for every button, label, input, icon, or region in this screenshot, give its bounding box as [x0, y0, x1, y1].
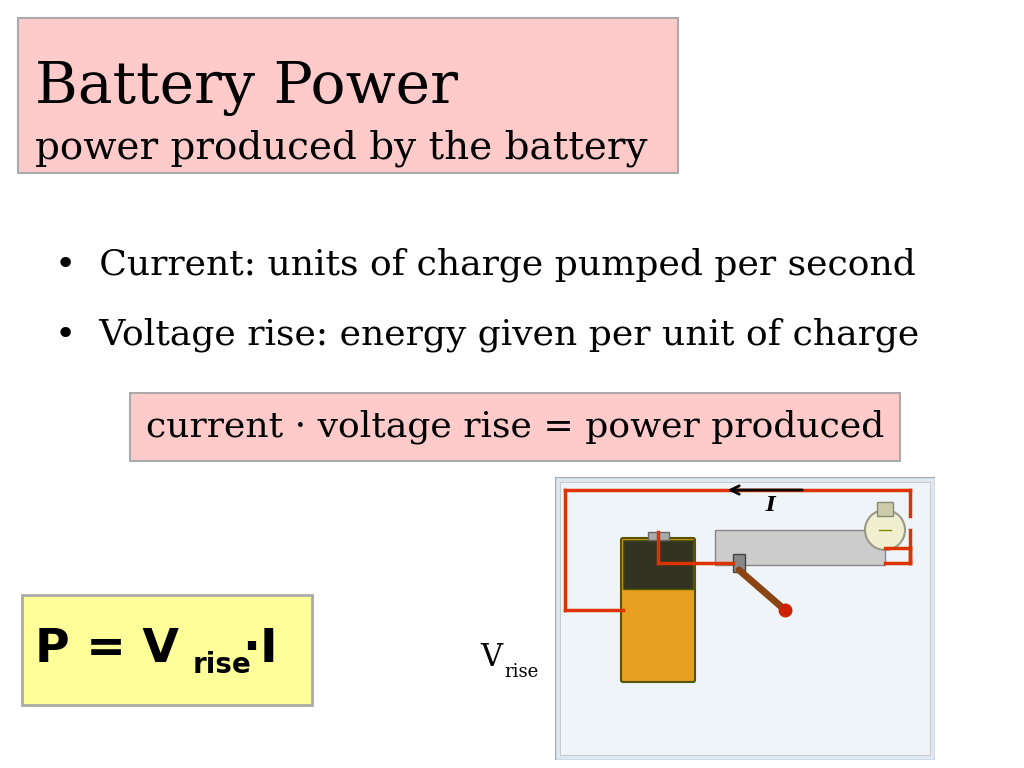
- Text: I: I: [765, 495, 775, 515]
- Text: rise: rise: [193, 651, 252, 679]
- Bar: [877, 502, 893, 516]
- Bar: [647, 532, 669, 540]
- Text: V: V: [480, 641, 502, 673]
- Text: rise: rise: [504, 663, 539, 681]
- Text: •  Current: units of charge pumped per second: • Current: units of charge pumped per se…: [55, 248, 915, 283]
- Text: current · voltage rise = power produced: current · voltage rise = power produced: [145, 410, 884, 444]
- FancyBboxPatch shape: [621, 538, 695, 682]
- FancyBboxPatch shape: [623, 540, 693, 589]
- Text: ·I: ·I: [242, 627, 278, 673]
- FancyBboxPatch shape: [22, 595, 312, 705]
- Text: power produced by the battery: power produced by the battery: [35, 129, 647, 167]
- Text: P = V: P = V: [35, 627, 179, 673]
- FancyBboxPatch shape: [130, 393, 900, 461]
- Text: •  Voltage rise: energy given per unit of charge: • Voltage rise: energy given per unit of…: [55, 318, 920, 353]
- FancyBboxPatch shape: [715, 530, 885, 565]
- Circle shape: [865, 510, 905, 550]
- FancyBboxPatch shape: [555, 477, 935, 760]
- FancyBboxPatch shape: [560, 482, 930, 755]
- FancyBboxPatch shape: [18, 18, 678, 173]
- Bar: [733, 554, 745, 572]
- Text: Battery Power: Battery Power: [35, 60, 458, 116]
